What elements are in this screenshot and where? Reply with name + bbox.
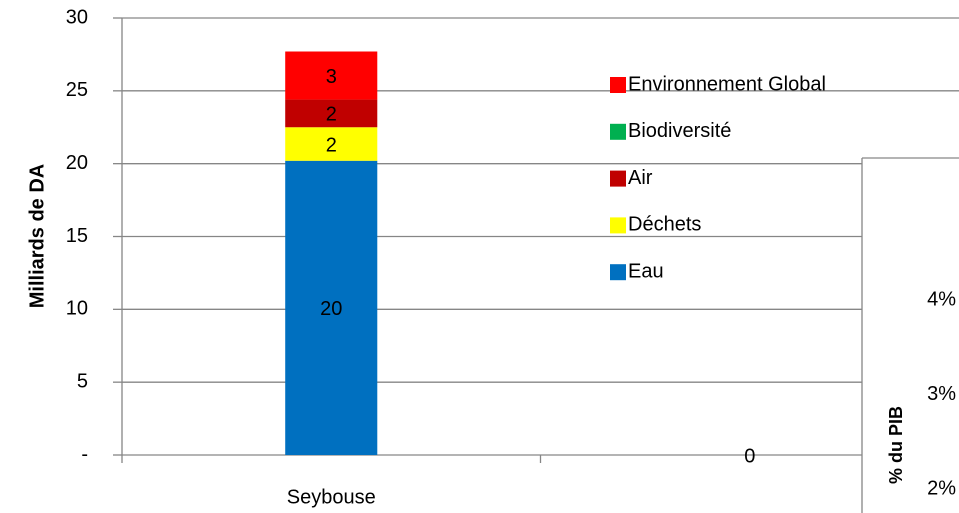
data-label: 3 <box>326 66 337 88</box>
legend-label: Déchets <box>628 214 701 236</box>
legend-label: Biodiversité <box>628 120 731 142</box>
x-tick-label: Seybouse <box>287 486 376 508</box>
y-tick-label: 20 <box>66 152 88 174</box>
y-tick-label: 2% <box>927 478 956 500</box>
secondary-chart-area <box>862 158 959 513</box>
bar-segment <box>285 160 378 455</box>
legend-label: Eau <box>628 260 664 282</box>
y-tick-label: 25 <box>66 79 88 101</box>
data-label: 20 <box>320 298 342 320</box>
legend-swatch <box>610 170 626 187</box>
data-label: 0 <box>744 445 755 467</box>
bar-segment <box>285 99 378 128</box>
y-tick-label: 3% <box>927 383 956 405</box>
legend-label: Environnement Global <box>628 73 826 95</box>
data-label: 2 <box>326 104 337 126</box>
legend-swatch <box>610 123 626 140</box>
y-tick-label: 10 <box>66 298 88 320</box>
y-tick-label: 5 <box>77 370 88 392</box>
y-tick-label: 30 <box>66 6 88 28</box>
y-axis-label: % du PIB <box>886 406 906 484</box>
legend-swatch <box>610 264 626 281</box>
y-tick-label: - <box>81 443 88 465</box>
bar-segment <box>285 51 378 100</box>
legend-label: Air <box>628 167 653 189</box>
y-tick-label: 4% <box>927 288 956 310</box>
y-axis-label: Milliards de DA <box>26 164 48 308</box>
legend-swatch <box>610 77 626 93</box>
y-tick-label: 15 <box>66 225 88 247</box>
bar-segment <box>285 127 378 161</box>
legend-swatch <box>610 217 626 234</box>
data-label: 2 <box>326 134 337 156</box>
secondary-chart: 2% 3% 4% % du PIB <box>861 157 959 513</box>
